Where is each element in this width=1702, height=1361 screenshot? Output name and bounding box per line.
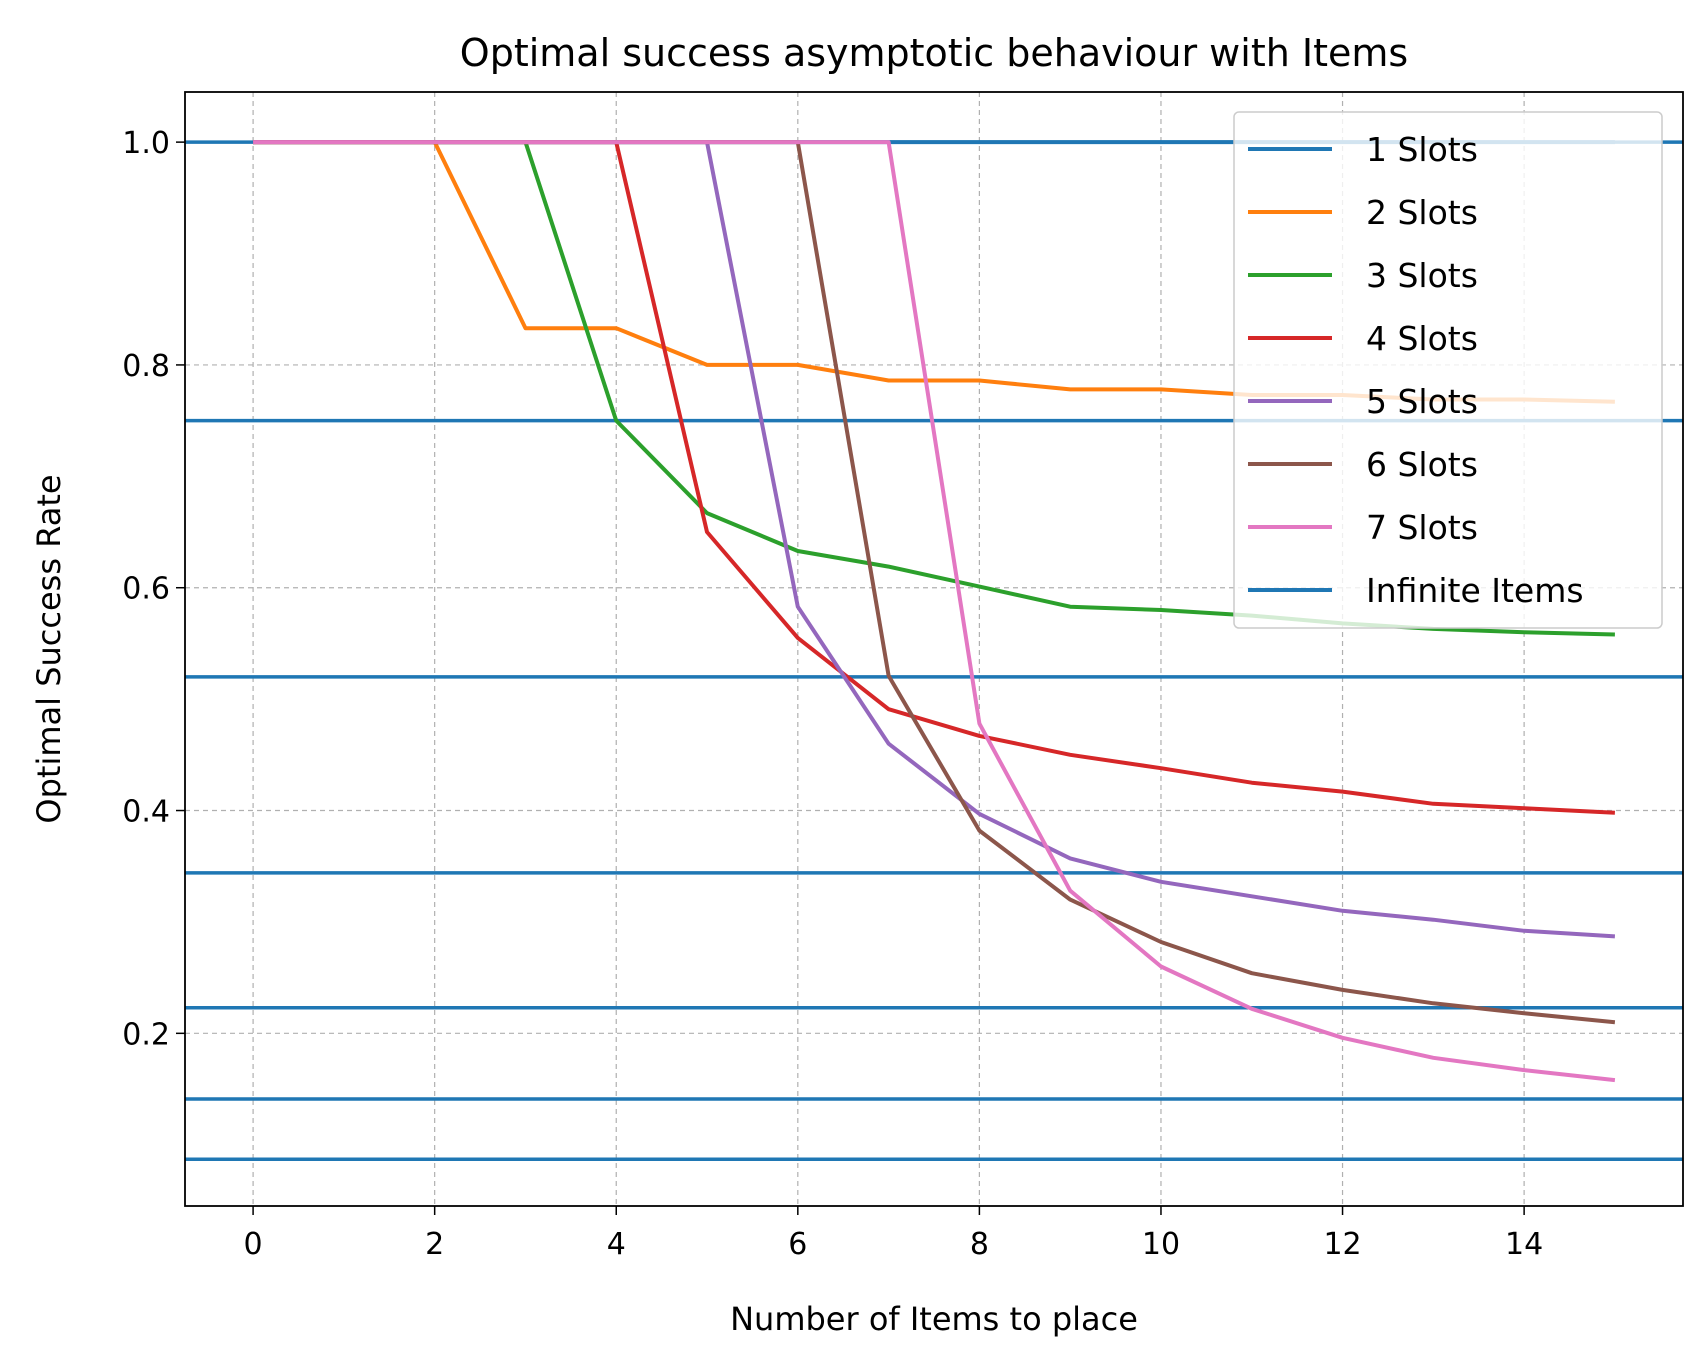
x-axis-label: Number of Items to place bbox=[730, 1300, 1138, 1338]
legend-label-2: 2 Slots bbox=[1366, 193, 1478, 232]
x-tick-label-5: 10 bbox=[1142, 1227, 1180, 1262]
series-line-7 bbox=[253, 140, 1616, 1083]
legend-label-5: 5 Slots bbox=[1366, 382, 1478, 421]
x-tick-label-0: 0 bbox=[244, 1227, 263, 1262]
legend: 1 Slots 2 Slots 3 Slots 4 Slots 5 Slots 6 Slo… bbox=[1233, 111, 1663, 629]
legend-label-4: 4 Slots bbox=[1366, 319, 1478, 358]
legend-label-8: Infinite Items bbox=[1366, 571, 1584, 610]
legend-label-3: 3 Slots bbox=[1366, 256, 1478, 295]
x-tick-label-3: 6 bbox=[788, 1227, 807, 1262]
legend-label-7: 7 Slots bbox=[1366, 508, 1478, 547]
y-tick-label-1: 0.4 bbox=[122, 795, 170, 830]
tick-layer: 0 2 4 6 8 10 12 14 0.2 0.4 0.6 0.8 1.0 bbox=[122, 126, 1543, 1262]
legend-label-6: 6 Slots bbox=[1366, 445, 1478, 484]
y-tick-label-0: 0.2 bbox=[122, 1017, 170, 1052]
legend-label-1: 1 Slots bbox=[1366, 130, 1478, 169]
x-tick-label-6: 12 bbox=[1323, 1227, 1361, 1262]
x-tick-label-4: 8 bbox=[970, 1227, 989, 1262]
x-tick-label-7: 14 bbox=[1505, 1227, 1543, 1262]
x-tick-label-2: 4 bbox=[607, 1227, 626, 1262]
legend-box bbox=[1233, 111, 1663, 629]
y-axis-label: Optimal Success Rate bbox=[30, 474, 68, 823]
plot-frame bbox=[184, 91, 1684, 1207]
y-tick-label-4: 1.0 bbox=[122, 126, 170, 161]
y-tick-label-3: 0.8 bbox=[122, 349, 170, 384]
chart-title: Optimal success asymptotic behaviour wit… bbox=[460, 31, 1408, 75]
y-tick-label-2: 0.6 bbox=[122, 572, 170, 607]
x-tick-label-1: 2 bbox=[425, 1227, 444, 1262]
